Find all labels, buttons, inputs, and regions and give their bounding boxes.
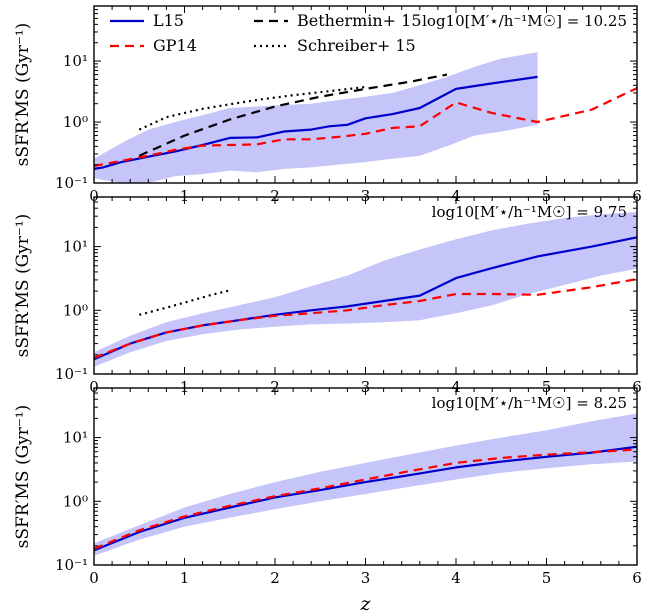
- series-bethermin-15: [138, 73, 448, 157]
- legend-label: GP14: [153, 36, 197, 55]
- x-tick-label: 6: [632, 378, 642, 396]
- series-schreiber-15: [139, 289, 231, 316]
- y-tick-label: 10⁻¹: [55, 365, 88, 383]
- y-tick-label: 10¹: [63, 52, 88, 70]
- x-tick-label: 4: [451, 569, 461, 587]
- mass-annotation: log10[M′⋆/h⁻¹M☉] = 8.25: [432, 394, 627, 412]
- series-schreiber-15: [138, 85, 366, 131]
- x-tick-label: 3: [361, 378, 371, 396]
- x-axis-label: z: [359, 593, 371, 615]
- series-l15: [94, 445, 637, 552]
- panel-3: 0 1 2 3 4 5 6 10⁻¹ 10⁰ 10¹ sSFR′MS (Gyr⁻¹) log10[M′…: [13, 387, 642, 615]
- y-axis-label: sSFR′MS (Gyr⁻¹): [13, 214, 33, 358]
- plot-area: [94, 211, 637, 367]
- x-tick-label: 5: [542, 378, 552, 396]
- x-tick-label: 6: [632, 187, 642, 205]
- y-tick-label: 10¹: [63, 429, 88, 447]
- x-tick-label: 1: [180, 569, 190, 587]
- legend-label: Bethermin+ 15: [297, 11, 422, 30]
- y-tick-label: 10⁰: [63, 301, 88, 319]
- x-tick-label: 0: [89, 187, 99, 205]
- scatter-band: [94, 211, 637, 367]
- panel-2: 0 1 2 3 4 5 6 10⁻¹ 10⁰ 10¹ sSFR′MS (Gyr⁻¹) log10[M′…: [13, 196, 642, 396]
- x-tick-label: 3: [361, 187, 371, 205]
- x-tick-label: 4: [451, 187, 461, 205]
- series-l15: [94, 236, 637, 361]
- x-tick-label: 2: [270, 378, 280, 396]
- legend-label: Schreiber+ 15: [297, 36, 416, 55]
- x-tick-label: 1: [180, 187, 190, 205]
- mass-annotation: log10[M′⋆/h⁻¹M☉] = 9.75: [432, 203, 627, 221]
- y-tick-label: 10⁰: [63, 113, 88, 131]
- y-tick-label: 10⁻¹: [55, 556, 88, 574]
- panel-1: 0 1 2 3 4 5 6 10⁻¹ 10⁰ 10¹ sSFR′MS (Gyr⁻¹) log10[M′…: [13, 5, 642, 205]
- y-tick-label: 10⁻¹: [55, 174, 88, 192]
- x-tick-label: 6: [632, 569, 642, 587]
- y-tick-label: 10¹: [63, 238, 88, 256]
- scatter-band: [94, 413, 637, 556]
- series-gp14: [94, 448, 637, 550]
- series-gp14: [94, 87, 637, 168]
- x-tick-label: 0: [89, 569, 99, 587]
- legend-label: L15: [153, 11, 184, 30]
- x-tick-label: 5: [542, 187, 552, 205]
- x-tick-label: 1: [180, 378, 190, 396]
- x-tick-label: 4: [451, 378, 461, 396]
- legend: L15 Bethermin+ 15 GP14 Schreiber+ 15: [110, 11, 422, 55]
- series-gp14: [94, 277, 637, 359]
- y-tick-label: 10⁰: [63, 492, 88, 510]
- scatter-band: [94, 52, 538, 183]
- y-axis-label: sSFR′MS (Gyr⁻¹): [13, 405, 33, 549]
- x-tick-label: 2: [270, 187, 280, 205]
- x-tick-label: 5: [542, 569, 552, 587]
- plot-area: [94, 413, 637, 556]
- x-tick-label: 0: [89, 378, 99, 396]
- x-tick-label: 2: [270, 569, 280, 587]
- y-axis-label: sSFR′MS (Gyr⁻¹): [13, 23, 33, 167]
- mass-annotation: log10[M′⋆/h⁻¹M☉] = 10.25: [422, 12, 627, 30]
- x-tick-label: 3: [361, 569, 371, 587]
- plot-area: [94, 52, 637, 183]
